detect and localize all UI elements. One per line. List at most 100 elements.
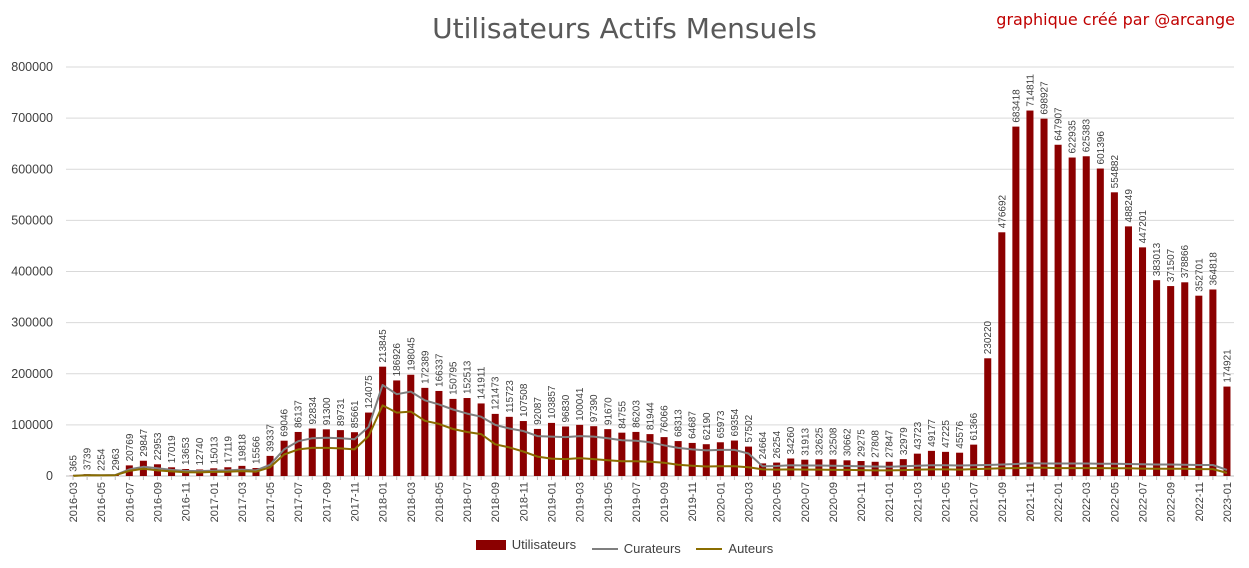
data-label: 141911	[477, 366, 488, 399]
bar-utilisateurs	[1124, 226, 1132, 476]
bar-utilisateurs	[350, 432, 358, 476]
data-label: 352701	[1194, 258, 1205, 292]
data-label: 100041	[575, 387, 586, 421]
data-label: 17019	[167, 435, 178, 463]
data-label: 383013	[1152, 242, 1163, 276]
bar-utilisateurs	[1026, 110, 1034, 476]
x-tick-label: 2019-01	[547, 482, 559, 522]
data-label: 371507	[1166, 248, 1177, 282]
x-tick-label: 2018-01	[378, 482, 390, 522]
x-tick-label: 2022-07	[1138, 482, 1150, 522]
x-tick-label: 2019-05	[603, 482, 615, 522]
credit-text: graphique créé par @arcange	[996, 10, 1235, 29]
bar-utilisateurs	[871, 461, 879, 476]
x-tick-label: 2020-11	[856, 482, 868, 522]
y-tick-label: 500000	[11, 213, 53, 227]
data-label: 47225	[941, 420, 952, 448]
data-label: 62190	[702, 412, 713, 440]
data-label: 30662	[843, 428, 854, 456]
data-label: 76066	[660, 405, 671, 433]
data-label: 91300	[322, 397, 333, 425]
bar-utilisateurs	[547, 422, 556, 476]
data-label: 166337	[434, 353, 445, 387]
x-tick-label: 2017-11	[350, 482, 362, 522]
x-tick-label: 2020-03	[744, 482, 756, 522]
x-tick-label: 2023-01	[1222, 482, 1234, 522]
chart-title: Utilisateurs Actifs Mensuels	[432, 12, 817, 45]
x-axis: 2016-03 2016-05 2016-07 2016-09 2016-11 2017-…	[68, 476, 1234, 522]
bar-utilisateurs	[562, 426, 570, 476]
data-label: 13653	[181, 437, 192, 465]
bar-utilisateurs	[576, 424, 584, 476]
bar-utilisateurs	[435, 390, 443, 476]
bar-utilisateurs	[280, 440, 288, 476]
x-tick-label: 2017-01	[209, 482, 221, 522]
data-label: 57502	[744, 414, 755, 442]
bar-utilisateurs	[716, 442, 724, 476]
bar-utilisateurs	[1096, 168, 1104, 476]
bar-utilisateurs	[801, 459, 809, 476]
data-label: 20769	[125, 433, 136, 461]
data-label: 91670	[603, 397, 614, 425]
data-label: 3739	[83, 447, 94, 470]
legend-swatch-auteurs	[696, 547, 723, 550]
data-label: 447201	[1138, 210, 1149, 244]
x-tick-label: 2020-05	[772, 482, 784, 522]
bar-utilisateurs	[421, 387, 429, 476]
data-label: 68313	[674, 409, 685, 437]
x-tick-label: 2022-03	[1081, 482, 1093, 522]
data-label: 150795	[449, 361, 460, 395]
x-tick-label: 2021-07	[969, 482, 981, 522]
data-label: 683418	[1011, 89, 1022, 123]
bar-utilisateurs	[463, 398, 471, 476]
data-label: 364818	[1208, 252, 1219, 286]
x-tick-label: 2019-07	[631, 482, 643, 522]
data-label: 84755	[617, 400, 628, 428]
x-tick-label: 2016-07	[124, 482, 136, 522]
data-label: 152513	[463, 360, 474, 394]
bar-utilisateurs	[730, 440, 738, 476]
data-label: 43723	[913, 421, 924, 449]
bar-utilisateurs	[646, 434, 654, 476]
bar-utilisateurs	[365, 412, 373, 476]
legend-item-utilisateurs: Utilisateurs	[475, 537, 576, 552]
data-label: 69354	[730, 408, 741, 436]
y-axis: 0 100000 200000 300000 400000 500000 600000 700…	[11, 60, 53, 483]
data-label: 698927	[1039, 81, 1050, 115]
data-label: 89731	[336, 398, 347, 426]
data-label: 488249	[1124, 189, 1135, 223]
bar-utilisateurs	[1040, 118, 1048, 476]
bar-utilisateurs	[956, 452, 964, 476]
legend-label-curateurs: Curateurs	[623, 541, 681, 556]
y-tick-label: 600000	[11, 162, 53, 176]
bar-utilisateurs	[618, 432, 626, 476]
bar-utilisateurs	[984, 358, 992, 476]
data-label: 378866	[1180, 244, 1191, 278]
data-label: 115723	[505, 380, 516, 413]
x-tick-label: 2021-11	[1025, 482, 1037, 522]
data-label: 19818	[237, 434, 248, 462]
bar-utilisateurs	[970, 444, 978, 476]
data-label: 34260	[786, 426, 797, 454]
data-label: 86203	[631, 400, 642, 428]
bar-utilisateurs	[604, 429, 612, 476]
data-label: 86137	[294, 400, 305, 428]
data-label: 92834	[308, 396, 319, 424]
data-label: 198045	[406, 337, 417, 371]
bar-utilisateurs	[533, 428, 541, 476]
x-tick-label: 2021-05	[941, 482, 953, 522]
bar-utilisateurs	[942, 451, 950, 476]
series-lines	[72, 384, 1228, 477]
bar-utilisateurs	[927, 450, 935, 476]
bar-utilisateurs	[787, 458, 795, 476]
data-label: 174921	[1222, 349, 1233, 383]
data-label: 15566	[252, 436, 263, 464]
data-label: 49177	[927, 419, 938, 447]
bar-utilisateurs	[1139, 247, 1147, 476]
data-label: 172389	[420, 350, 431, 384]
bar-utilisateurs	[857, 461, 865, 476]
x-tick-label: 2020-09	[828, 482, 840, 522]
data-label: 61366	[969, 412, 980, 440]
data-label: 29847	[139, 428, 150, 456]
